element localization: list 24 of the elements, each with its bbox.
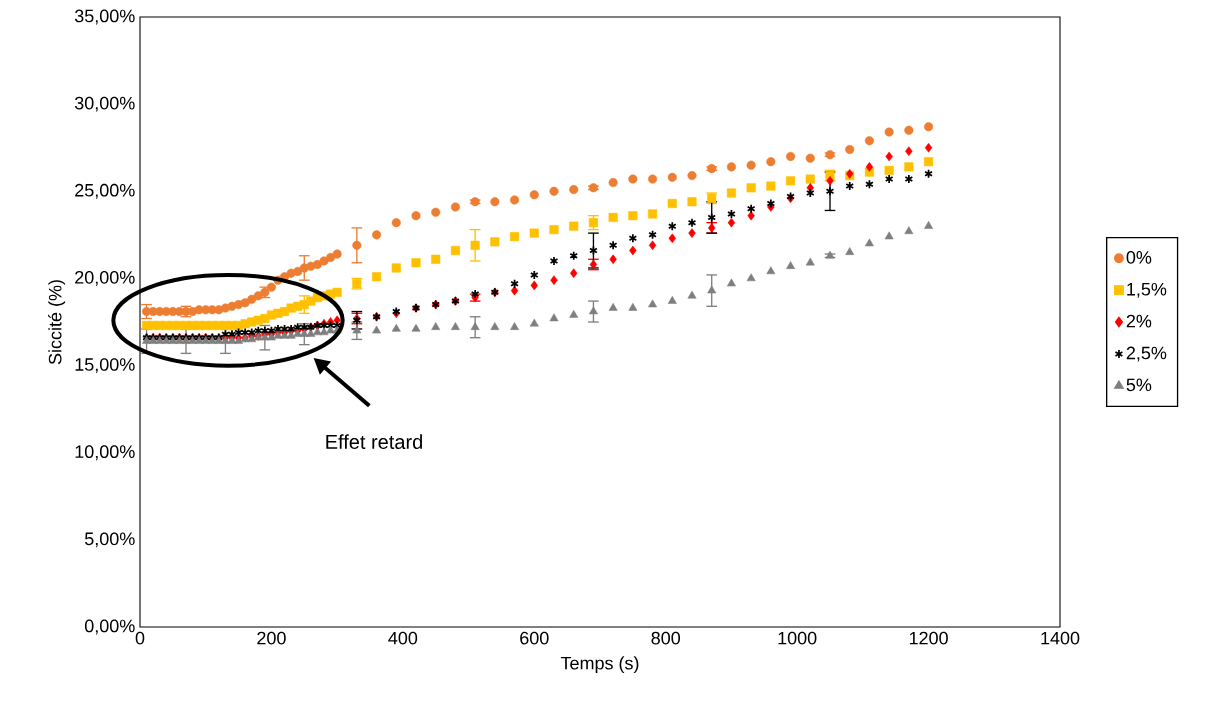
x-tick-label: 200 (257, 631, 286, 645)
legend-label: 2,5% (1126, 346, 1167, 362)
x-tick-label: 600 (520, 631, 549, 645)
legend-label: 5% (1126, 378, 1152, 392)
x-tick-label: 1200 (909, 631, 948, 645)
y-tick-label: 5,00% (84, 532, 135, 548)
x-tick-label: 1000 (778, 631, 817, 645)
x-tick-label: 400 (388, 631, 418, 645)
y-tick-label: 0,00% (84, 619, 135, 635)
y-tick-label: 30,00% (74, 96, 135, 112)
y-tick-label: 25,00% (75, 183, 135, 199)
x-tick-label: 800 (651, 631, 681, 645)
y-axis-title: Siccité (%) (48, 280, 66, 365)
legend-label: 1,5% (1127, 282, 1167, 298)
legend-label: 0% (1126, 250, 1152, 264)
x-tick-label: 0 (135, 631, 145, 645)
x-axis-title: Temps (s) (560, 656, 639, 674)
y-tick-label: 35,00% (74, 9, 135, 25)
legend-label: 2% (1126, 314, 1152, 328)
y-tick-label: 10,00% (75, 445, 135, 461)
x-tick-label: 1400 (1041, 631, 1080, 645)
y-tick-label: 20,00% (75, 270, 135, 286)
annotation: Effet retard (326, 434, 422, 449)
y-tick-label: 15,00% (75, 358, 135, 373)
